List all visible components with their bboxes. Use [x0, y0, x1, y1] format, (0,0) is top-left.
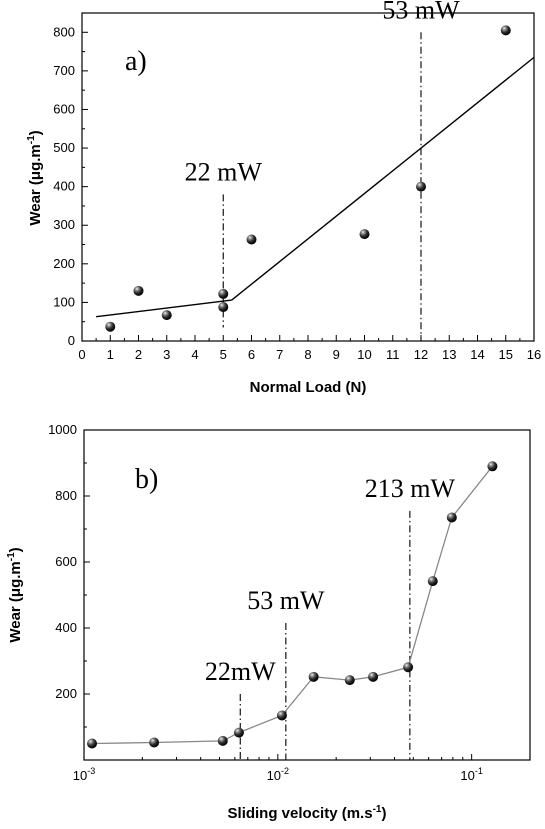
panel-b-x-tick-exponent: -3 — [87, 766, 95, 776]
panel-b-markers: 22mW 53 mW 213 mW — [205, 474, 456, 760]
panel-a-y-tick-label: 800 — [53, 24, 75, 39]
panel-a-points — [105, 25, 511, 332]
panel-a-y-axis-title-main: Wear (μg.m — [27, 144, 44, 225]
panel-b-data-point — [276, 710, 287, 721]
panel-b-x-tick-exponent: -1 — [475, 766, 483, 776]
panel-b-x-tick-label: 10-3 — [73, 766, 95, 783]
panel-a-data-point — [500, 25, 511, 36]
panel-a-x-tick-label: 7 — [276, 347, 283, 362]
panel-b-data-point — [149, 737, 160, 748]
panel-a-y-axis-title: Wear (μg.m-1) — [26, 130, 44, 225]
panel-b-data-point — [427, 576, 438, 587]
panel-b-series-line — [91, 465, 493, 745]
panel-b-power-marker-label: 53 mW — [247, 586, 325, 615]
panel-b-y-tick-label: 1000 — [48, 422, 77, 437]
panel-a-y-tick-label: 0 — [68, 333, 75, 348]
panel-a-x-tick-label: 15 — [499, 347, 513, 362]
panel-a-data-point — [105, 321, 116, 332]
panel-a-y-tick-label: 700 — [53, 63, 75, 78]
panel-a-x-tick-label: 6 — [248, 347, 255, 362]
panel-a-fit-line — [231, 56, 535, 301]
panel-a-data-point — [218, 288, 229, 299]
panel-a-x-tick-label: 1 — [107, 347, 114, 362]
panel-a-data-point — [218, 302, 229, 313]
panel-a-plot-frame — [81, 12, 535, 342]
panel-a-x-tick-label: 9 — [333, 347, 340, 362]
panel-a-y-tick-label: 100 — [53, 294, 75, 309]
panel-a-data-point — [246, 234, 257, 245]
panel-b-data-point — [233, 727, 244, 738]
panel-b-data-point — [368, 671, 379, 682]
panel-a-x-axis-title: Normal Load (N) — [250, 379, 367, 396]
panel-b-points — [87, 461, 498, 749]
panel-b-x-axis-title: Sliding velocity (m.s-1) — [228, 804, 387, 822]
panel-b-y-tick-label: 400 — [55, 620, 77, 635]
panel-a-x-tick-label: 10 — [357, 347, 371, 362]
panel-a-x-tick-label: 13 — [442, 347, 456, 362]
panel-a-x-tick-label: 14 — [470, 347, 484, 362]
panel-a-x-tick-label: 5 — [220, 347, 227, 362]
panel-b-x-tick-label: 10-1 — [460, 766, 482, 783]
panel-b-x-tick-exponent: -2 — [281, 766, 289, 776]
panel-a-y-tick-label: 300 — [53, 217, 75, 232]
panel-a-power-marker-label: 53 mW — [382, 0, 460, 24]
panel-b-y-axis-title-sup: -1 — [6, 552, 17, 561]
panel-a-x-tick-label: 4 — [191, 347, 198, 362]
panel-b-x-tick-base: 10 — [267, 768, 281, 783]
panel-b-data-point — [344, 675, 355, 686]
panel-b-data-point — [217, 735, 228, 746]
panel-b-power-marker-label: 22mW — [205, 657, 276, 686]
panel-a-markers: 22 mW 53 mW — [185, 0, 460, 341]
panel-a-power-marker-label: 22 mW — [185, 157, 263, 186]
panel-a-y-tick-label: 500 — [53, 140, 75, 155]
panel-b-data-point — [487, 461, 498, 472]
panel-b-data-point — [403, 662, 414, 673]
panel-b-y-axis-title-main: Wear (μg.m — [7, 561, 24, 642]
panel-b-label: b) — [135, 464, 158, 495]
panel-a-y-axis-title-close: ) — [27, 130, 44, 135]
panel-b-x-axis-title-main: Sliding velocity (m.s — [228, 805, 373, 822]
panel-a-y-tick-label: 400 — [53, 179, 75, 194]
panel-a-data-point — [133, 285, 144, 296]
panel-a-ticks: 0 1 2 3 4 5 6 7 8 9 10 11 12 13 14 15 160100200300400500… — [53, 24, 541, 362]
panel-a-x-tick-label: 0 — [78, 347, 85, 362]
panel-b-y-axis-title: Wear (μg.m-1) — [6, 547, 24, 642]
panel-a-data-point — [161, 310, 172, 321]
panel-a-data-point — [359, 229, 370, 240]
panel-b-x-tick-base: 10 — [460, 768, 474, 783]
panel-a-data-point — [416, 181, 426, 192]
panel-b-x-axis-title-close: ) — [381, 805, 386, 822]
panel-b-x-axis-title-sup: -1 — [373, 804, 382, 815]
panel-a-y-tick-label: 200 — [53, 256, 75, 271]
panel-a-x-tick-label: 8 — [304, 347, 311, 362]
panel-b-data-point — [87, 738, 98, 749]
panel-a-fit-lines — [96, 56, 535, 318]
panel-b-y-tick-label: 800 — [55, 488, 77, 503]
panel-a-y-axis-title-sup: -1 — [26, 135, 37, 144]
panel-a-y-tick-label: 600 — [53, 101, 75, 116]
panel-a-x-tick-label: 12 — [414, 347, 428, 362]
panel-a-x-tick-label: 2 — [135, 347, 142, 362]
panel-b-power-marker-label: 213 mW — [365, 474, 456, 503]
panel-b-y-tick-label: 600 — [55, 554, 77, 569]
panel-b-y-tick-label: 200 — [55, 686, 77, 701]
panel-b-data-point — [446, 512, 457, 523]
panel-b-series-polyline — [91, 465, 493, 745]
panel-a-x-tick-label: 16 — [527, 347, 541, 362]
panel-b-x-tick-base: 10 — [73, 768, 87, 783]
panel-b-x-tick-label: 10-2 — [267, 766, 289, 783]
panel-a-x-tick-label: 3 — [163, 347, 170, 362]
panel-a-x-tick-label: 11 — [386, 347, 400, 362]
panel-a-chart: 0 1 2 3 4 5 6 7 8 9 10 11 12 13 14 15 160100200300400500… — [26, 0, 541, 396]
panel-a-fit-line — [96, 299, 232, 318]
panel-a-label: a) — [125, 46, 147, 77]
panel-b-data-point — [308, 671, 319, 682]
panel-b-y-axis-title-close: ) — [7, 547, 24, 552]
